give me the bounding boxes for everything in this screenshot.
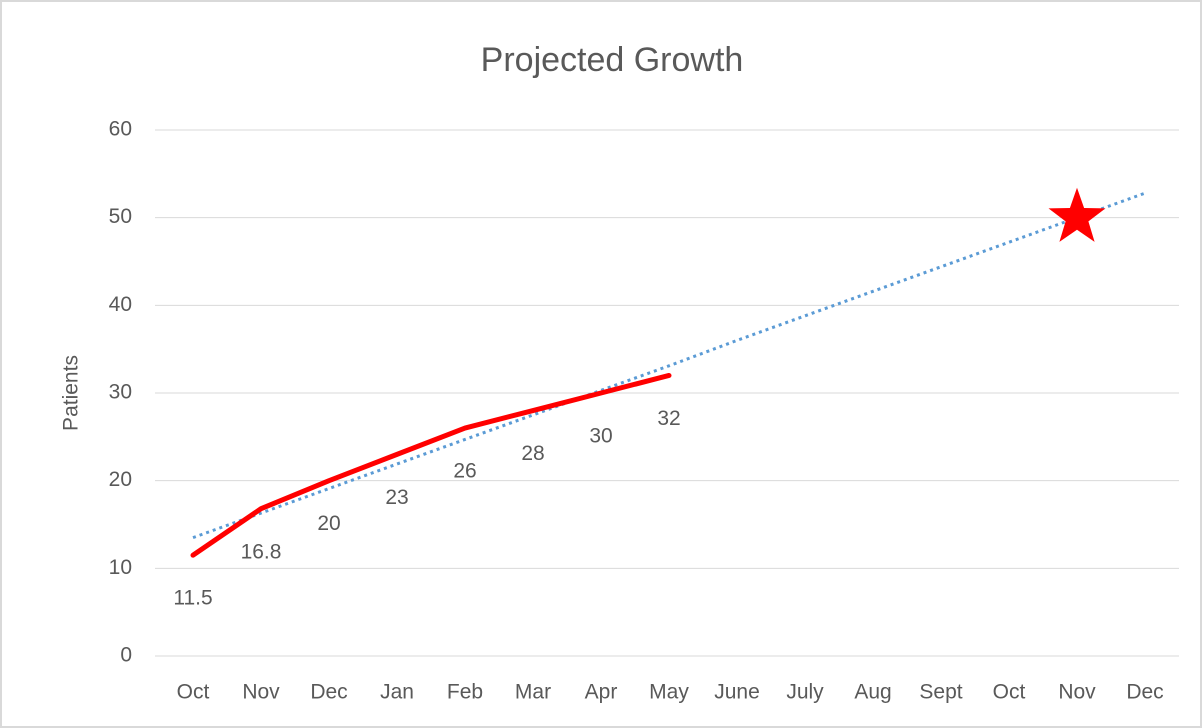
y-tick-label: 0: [120, 644, 132, 667]
x-tick-label: Nov: [242, 681, 280, 704]
x-tick-label: Jan: [380, 681, 414, 704]
data-label: 32: [657, 407, 680, 430]
x-tick-label: Apr: [585, 681, 618, 704]
y-axis-label: Patients: [60, 355, 83, 431]
y-tick-label: 10: [109, 556, 132, 579]
x-tick-label: Oct: [177, 681, 210, 704]
x-tick-label: June: [714, 681, 760, 704]
y-tick-label: 60: [109, 118, 132, 141]
x-tick-label: Nov: [1058, 681, 1096, 704]
y-tick-label: 40: [109, 293, 132, 316]
data-label: 28: [521, 442, 544, 465]
x-tick-label: Oct: [993, 681, 1026, 704]
x-tick-label: July: [786, 681, 824, 704]
data-label: 11.5: [173, 587, 212, 610]
y-tick-label: 50: [109, 205, 132, 228]
x-tick-label: Dec: [1126, 681, 1163, 704]
data-label: 26: [453, 460, 476, 483]
star-marker: [1048, 187, 1106, 242]
trend-line: [192, 191, 1146, 540]
x-tick-label: May: [649, 681, 689, 704]
y-tick-label: 20: [109, 468, 132, 491]
x-tick-label: Dec: [310, 681, 347, 704]
data-label: 30: [589, 425, 612, 448]
data-label: 16.8: [241, 540, 282, 563]
x-tick-label: Mar: [515, 681, 551, 704]
y-tick-label: 30: [109, 381, 132, 404]
x-tick-label: Aug: [854, 681, 891, 704]
x-tick-label: Sept: [919, 681, 962, 704]
x-tick-label: Feb: [447, 681, 483, 704]
chart-title: Projected Growth: [481, 41, 744, 79]
data-line: [190, 372, 672, 558]
data-label: 20: [317, 512, 340, 535]
data-label: 23: [385, 486, 408, 509]
